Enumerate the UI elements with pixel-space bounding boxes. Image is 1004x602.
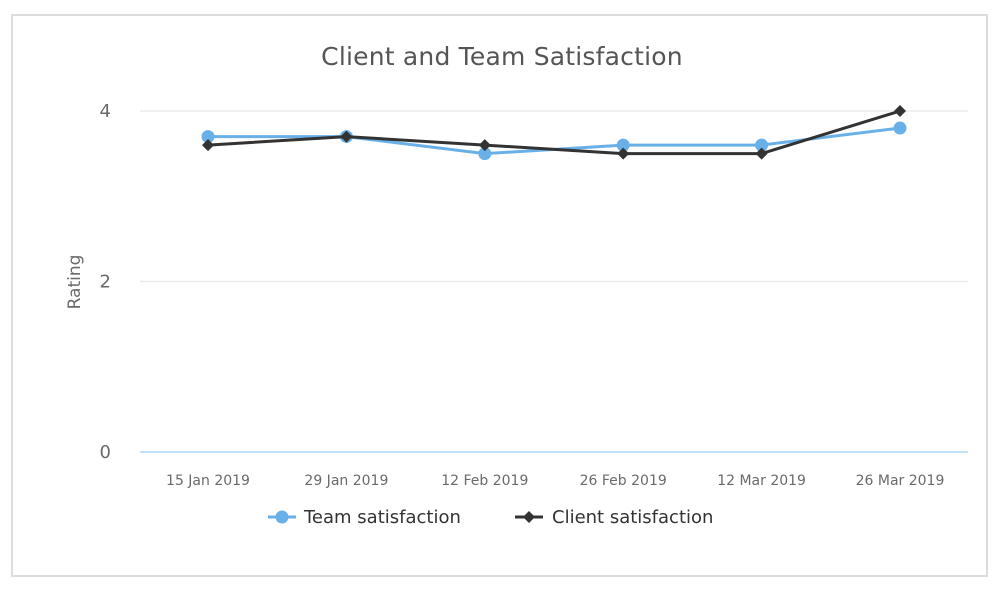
y-tick-label: 4 [100, 101, 111, 122]
chart-title: Client and Team Satisfaction [321, 42, 683, 71]
legend: Team satisfaction Client satisfaction [268, 507, 713, 528]
data-point [755, 147, 768, 160]
y-tick-label: 0 [100, 442, 111, 463]
data-point [755, 138, 769, 152]
y-axis-ticks: 0 2 4 [100, 101, 111, 463]
legend-item: Client satisfaction [515, 507, 713, 528]
x-tick-label: 26 Mar 2019 [856, 473, 945, 489]
x-tick-label: 12 Mar 2019 [717, 473, 806, 489]
legend-item: Team satisfaction [268, 507, 461, 528]
legend-label: Team satisfaction [303, 507, 461, 528]
data-point [340, 130, 353, 143]
data-point [617, 147, 630, 160]
x-tick-label: 15 Jan 2019 [166, 473, 250, 489]
x-tick-label: 26 Feb 2019 [580, 473, 667, 489]
series-client [202, 105, 906, 160]
series-line [207, 109, 901, 156]
x-axis-ticks: 15 Jan 2019 29 Jan 2019 12 Feb 2019 26 Feb … [166, 473, 944, 489]
data-point [478, 147, 492, 161]
data-point [202, 139, 214, 152]
legend-label: Client satisfaction [552, 507, 713, 528]
chart-frame [11, 14, 988, 577]
data-point [616, 138, 630, 152]
data-point [893, 121, 907, 135]
legend-marker [275, 510, 289, 524]
y-axis-label: Rating [65, 255, 85, 310]
legend-marker [523, 511, 535, 523]
data-point [894, 105, 906, 117]
data-point [478, 139, 491, 152]
grid-lines [140, 110, 968, 453]
series [201, 105, 907, 161]
y-tick-label: 2 [100, 272, 111, 293]
data-point [201, 130, 215, 144]
x-tick-label: 12 Feb 2019 [441, 473, 528, 489]
x-tick-label: 29 Jan 2019 [304, 473, 388, 489]
